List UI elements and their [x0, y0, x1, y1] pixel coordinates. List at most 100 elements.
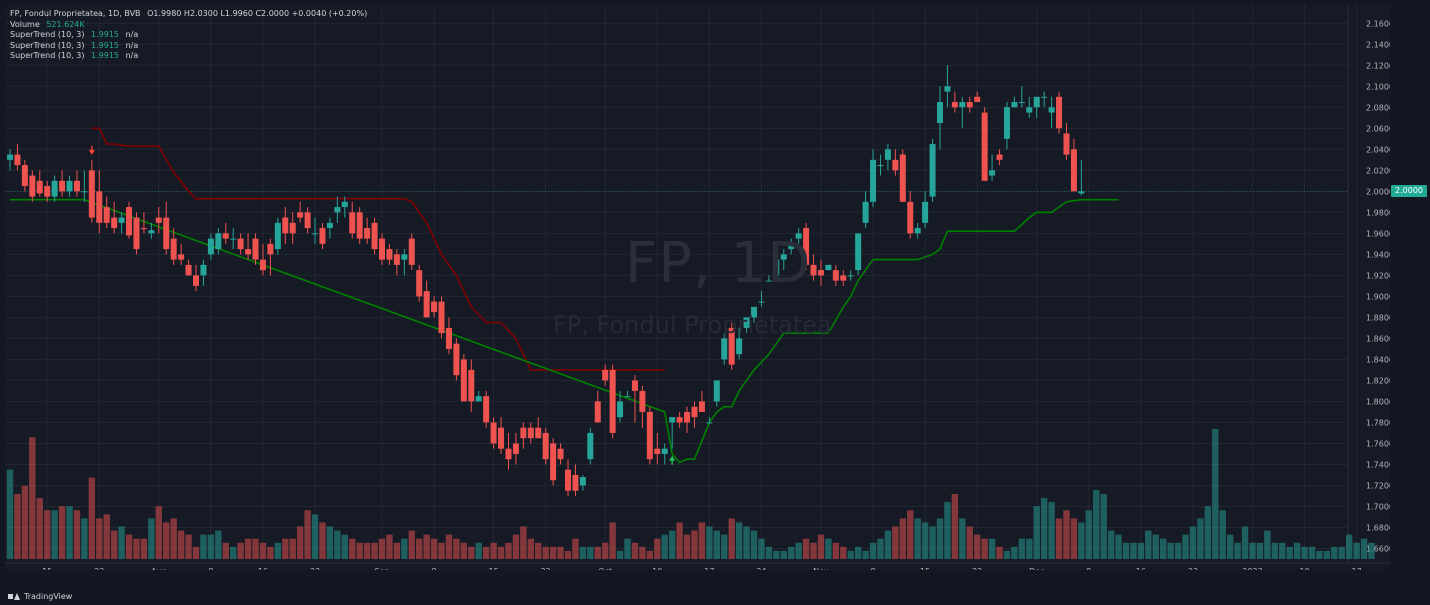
candle-body[interactable] — [780, 254, 787, 260]
candle-body[interactable] — [877, 165, 884, 167]
candle-body[interactable] — [974, 96, 981, 103]
candle-body[interactable] — [892, 159, 899, 171]
candle-body[interactable] — [416, 270, 423, 297]
candle-body[interactable] — [274, 222, 281, 250]
candle-body[interactable] — [594, 401, 601, 423]
candle-body[interactable] — [587, 432, 594, 460]
legend-indicator-label[interactable]: SuperTrend (10, 3) — [10, 51, 85, 60]
candle-body[interactable] — [512, 443, 519, 454]
candle-body[interactable] — [1070, 149, 1077, 192]
candle-body[interactable] — [550, 443, 557, 481]
candle-body[interactable] — [126, 207, 133, 236]
candle-body[interactable] — [349, 212, 356, 234]
candle-body[interactable] — [788, 243, 795, 250]
candle-body[interactable] — [713, 380, 720, 402]
candle-body[interactable] — [765, 280, 772, 282]
candle-body[interactable] — [996, 154, 1003, 160]
candle-body[interactable] — [951, 102, 958, 108]
candle-body[interactable] — [959, 102, 966, 108]
candle-body[interactable] — [631, 380, 638, 391]
candle-body[interactable] — [698, 401, 705, 412]
candle-body[interactable] — [817, 270, 824, 276]
candle-body[interactable] — [230, 238, 237, 240]
candle-body[interactable] — [527, 427, 534, 439]
candle-body[interactable] — [565, 469, 571, 491]
candle-body[interactable] — [29, 175, 36, 197]
candle-body[interactable] — [245, 249, 252, 255]
candle-body[interactable] — [736, 338, 743, 355]
candle-body[interactable] — [505, 448, 512, 460]
candle-body[interactable] — [617, 401, 624, 418]
candle-body[interactable] — [312, 233, 319, 235]
candle-body[interactable] — [1078, 191, 1085, 194]
candle-body[interactable] — [721, 338, 728, 360]
legend-indicator-label[interactable]: SuperTrend (10, 3) — [10, 30, 85, 39]
candle-body[interactable] — [654, 448, 661, 454]
candle-body[interactable] — [490, 422, 497, 444]
candle-body[interactable] — [14, 154, 21, 166]
candle-body[interactable] — [1056, 96, 1063, 129]
legend-volume-label[interactable]: Volume — [10, 19, 40, 29]
candle-body[interactable] — [1003, 107, 1010, 139]
candle-body[interactable] — [520, 427, 527, 439]
candle-body[interactable] — [185, 264, 192, 276]
candle-body[interactable] — [44, 186, 51, 197]
candle-body[interactable] — [661, 448, 668, 454]
candle-body[interactable] — [289, 222, 296, 234]
candle-body[interactable] — [215, 233, 222, 250]
candle-body[interactable] — [483, 396, 490, 423]
candle-body[interactable] — [855, 233, 862, 271]
candle-body[interactable] — [163, 217, 170, 250]
candle-body[interactable] — [148, 230, 155, 234]
candle-body[interactable] — [51, 180, 58, 197]
candle-body[interactable] — [207, 238, 214, 255]
candle-body[interactable] — [178, 254, 185, 260]
candle-body[interactable] — [832, 270, 839, 281]
candle-body[interactable] — [669, 417, 676, 423]
candle-body[interactable] — [639, 390, 646, 412]
candle-body[interactable] — [438, 301, 445, 334]
candle-body[interactable] — [445, 327, 452, 349]
candle-body[interactable] — [795, 233, 802, 239]
candle-body[interactable] — [297, 212, 304, 218]
candle-body[interactable] — [475, 396, 482, 402]
candle-body[interactable] — [691, 406, 698, 418]
candle-body[interactable] — [59, 180, 66, 192]
candle-body[interactable] — [259, 259, 266, 271]
candle-body[interactable] — [810, 264, 817, 276]
candle-body[interactable] — [21, 165, 28, 187]
candle-body[interactable] — [937, 102, 943, 124]
candle-body[interactable] — [222, 233, 229, 239]
candle-body[interactable] — [81, 191, 88, 193]
candle-body[interactable] — [453, 343, 460, 376]
candle-body[interactable] — [423, 291, 430, 318]
plot-area[interactable]: FP, 1D FP, Fondul Proprietatea 2.16002.1… — [5, 5, 1390, 570]
candle-body[interactable] — [1041, 96, 1048, 98]
candle-body[interactable] — [468, 369, 475, 402]
candle-body[interactable] — [773, 259, 780, 276]
candle-body[interactable] — [579, 477, 586, 486]
candle-body[interactable] — [282, 217, 289, 234]
candle-body[interactable] — [535, 427, 542, 439]
candle-body[interactable] — [743, 317, 750, 328]
candle-body[interactable] — [825, 264, 832, 271]
candle-body[interactable] — [899, 154, 906, 202]
candle-body[interactable] — [706, 422, 713, 424]
candle-body[interactable] — [7, 154, 13, 160]
candle-body[interactable] — [803, 228, 810, 265]
candle-body[interactable] — [170, 238, 177, 260]
candle-body[interactable] — [133, 217, 140, 250]
candle-body[interactable] — [646, 411, 653, 460]
candle-body[interactable] — [870, 159, 877, 202]
candle-body[interactable] — [111, 217, 118, 229]
candle-body[interactable] — [602, 369, 609, 381]
candle-body[interactable] — [981, 112, 988, 181]
candle-body[interactable] — [118, 217, 125, 223]
candle-body[interactable] — [676, 417, 683, 423]
candle-body[interactable] — [140, 228, 147, 230]
candle-body[interactable] — [408, 238, 415, 265]
candle-body[interactable] — [73, 180, 80, 192]
candle-body[interactable] — [155, 217, 162, 223]
candle-body[interactable] — [326, 222, 333, 229]
candle-body[interactable] — [1011, 102, 1018, 108]
